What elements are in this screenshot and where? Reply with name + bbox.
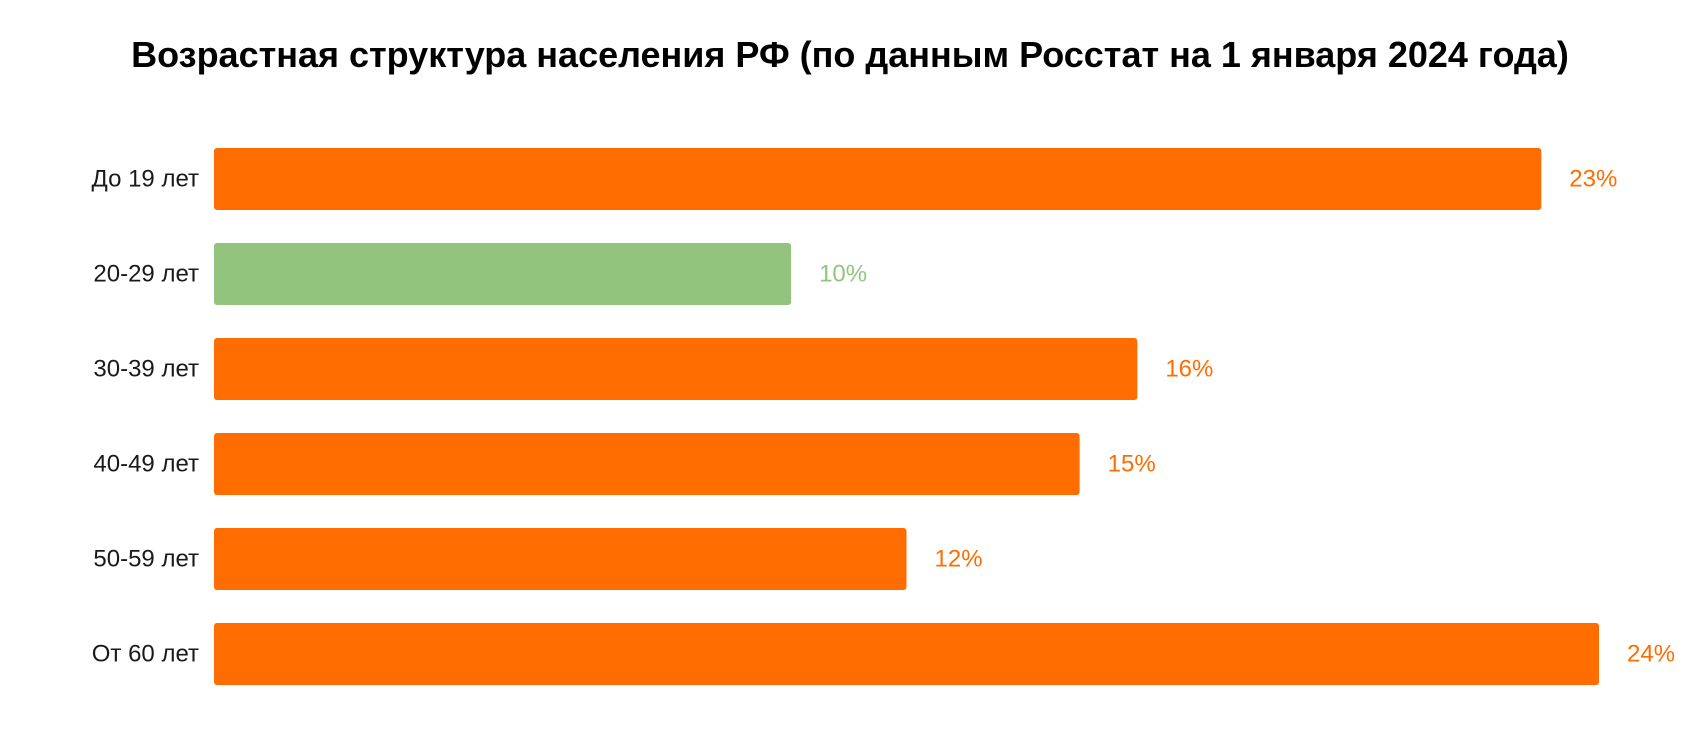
category-label: 30-39 лет [93, 356, 199, 383]
bar [214, 243, 792, 305]
chart-title: Возрастная структура населения РФ (по да… [131, 34, 1569, 75]
value-label: 24% [1627, 641, 1675, 668]
value-label: 10% [819, 261, 867, 288]
category-label: 50-59 лет [93, 546, 199, 573]
category-label: 40-49 лет [93, 451, 199, 478]
category-label: До 19 лет [92, 166, 199, 193]
bar [214, 148, 1542, 210]
value-label: 23% [1569, 166, 1617, 193]
bar [214, 433, 1080, 495]
value-label: 15% [1108, 451, 1156, 478]
bar [214, 528, 907, 590]
value-label: 12% [935, 546, 983, 573]
bar [214, 623, 1599, 685]
value-label: 16% [1165, 356, 1213, 383]
bar [214, 338, 1138, 400]
category-label: 20-29 лет [93, 261, 199, 288]
category-label: От 60 лет [92, 641, 199, 668]
